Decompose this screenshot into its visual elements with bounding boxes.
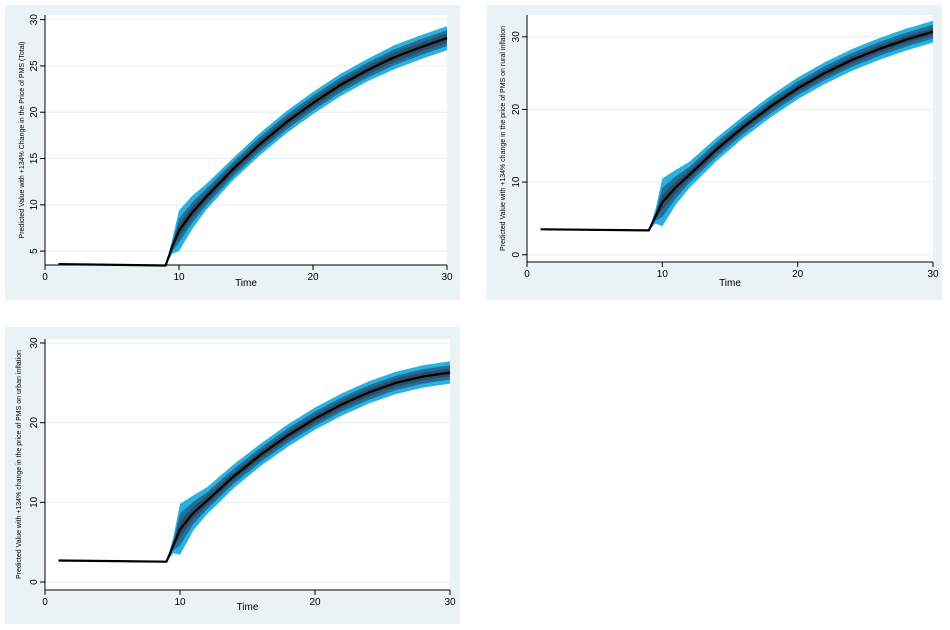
y-tick-label: 10 bbox=[29, 496, 40, 508]
confidence-band-middle bbox=[540, 24, 933, 231]
y-tick-label: 15 bbox=[29, 153, 40, 165]
x-tick-label: 10 bbox=[174, 597, 186, 608]
x-tick-label: 30 bbox=[441, 272, 453, 283]
y-tick-label: 10 bbox=[29, 199, 40, 211]
y-tick-label: 10 bbox=[511, 176, 522, 188]
y-tick-label: 25 bbox=[29, 60, 40, 72]
series-line bbox=[58, 37, 448, 267]
y-tick-label: 0 bbox=[29, 579, 40, 585]
x-axis-label: Time bbox=[235, 278, 257, 289]
y-tick-label: 30 bbox=[29, 337, 40, 349]
y-tick-label: 30 bbox=[511, 31, 522, 43]
chart-1: 0 10 20 30 5 10 15 20 25 30 Time Predicted Value wi… bbox=[5, 5, 460, 300]
y-axis-label: Predicted Value with +134% Change in the… bbox=[19, 42, 26, 239]
series-line bbox=[540, 30, 934, 232]
x-axis-label: Time bbox=[237, 602, 259, 613]
chart-3: 0 10 20 30 0 10 20 30 Time Predicted Value with +… bbox=[5, 327, 460, 624]
x-tick-label: 0 bbox=[42, 272, 48, 283]
y-tick-label: 20 bbox=[511, 103, 522, 115]
x-tick-label: 30 bbox=[927, 269, 939, 280]
y-axis-label: Predicted Value with +134% change in the… bbox=[500, 26, 507, 251]
y-tick-label: 20 bbox=[29, 106, 40, 118]
x-axis-label: Time bbox=[719, 278, 741, 289]
y-axis-label: Predicted Value with +134% change in the… bbox=[16, 350, 23, 579]
x-tick-label: 0 bbox=[42, 597, 48, 608]
series-line bbox=[58, 371, 451, 563]
y-tick-label: 20 bbox=[29, 417, 40, 429]
x-tick-label: 30 bbox=[444, 597, 456, 608]
y-tick-label: 5 bbox=[29, 248, 40, 254]
x-tick-label: 20 bbox=[307, 272, 319, 283]
x-tick-label: 20 bbox=[309, 597, 321, 608]
x-tick-label: 10 bbox=[657, 269, 669, 280]
x-tick-label: 20 bbox=[792, 269, 804, 280]
x-tick-label: 0 bbox=[524, 269, 530, 280]
chart-2: 0 10 20 30 0 10 20 30 Time Predicted Value with +… bbox=[487, 5, 942, 300]
confidence-band-inner bbox=[540, 28, 933, 231]
y-tick-label: 0 bbox=[511, 252, 522, 258]
y-tick-label: 30 bbox=[29, 14, 40, 26]
x-tick-label: 10 bbox=[173, 272, 185, 283]
